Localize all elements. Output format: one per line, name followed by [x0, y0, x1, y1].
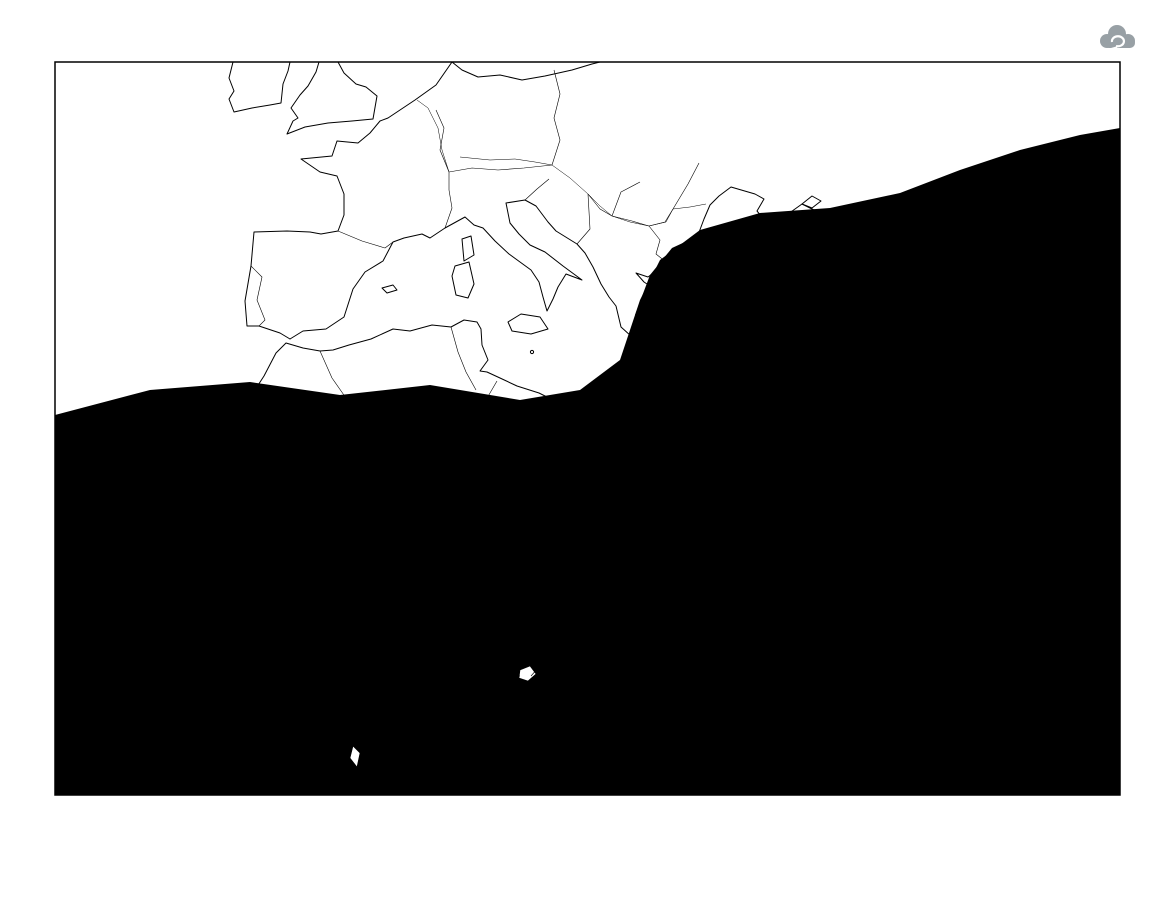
lake-volta [349, 745, 361, 768]
lake-chad [518, 665, 537, 682]
coastline-britain [286, 62, 378, 135]
geopotential-contour [55, 62, 755, 303]
island-corsica [461, 235, 475, 262]
coastline-gulf-of-guinea [279, 772, 435, 795]
coastline-mediterranean-north [289, 186, 865, 340]
dust-region [720, 150, 1120, 455]
island-sicily [507, 313, 549, 335]
dust-region [1000, 152, 1118, 222]
coastline-baltic [451, 62, 601, 81]
coastline-ireland [228, 62, 291, 113]
geopotential-contour [55, 62, 385, 190]
dust-region [415, 713, 439, 737]
geopotential-contour [1002, 62, 1120, 114]
dust-region [845, 350, 872, 542]
island-cyprus [770, 360, 795, 373]
geography [56, 62, 1120, 795]
island-socotra [1009, 683, 1025, 691]
dust-region [849, 360, 867, 386]
coastline-horn-redsea-arabia [752, 422, 1120, 795]
coastline-azov [801, 195, 822, 209]
dust-region [732, 162, 1115, 442]
dust-region [233, 691, 295, 725]
dust-region [445, 613, 497, 651]
dust-region [132, 630, 166, 672]
dust-region [398, 388, 442, 420]
dust-region [845, 428, 1055, 712]
coastline-atlantic-europe [244, 62, 453, 340]
small-islands [56, 290, 708, 650]
cloud-logo-icon [1100, 25, 1135, 52]
geopotential-contour [55, 62, 505, 247]
dust-region [325, 398, 372, 432]
dust-region [530, 620, 544, 654]
coastline-caspian [931, 186, 1015, 331]
dust-region [144, 584, 168, 607]
dust-region [953, 660, 996, 700]
dust-region [582, 622, 647, 667]
dust-region [168, 589, 226, 629]
island-sardinia [451, 261, 475, 299]
island-crete [646, 346, 678, 358]
coastline-levant-north-africa [143, 282, 799, 795]
country-borders [160, 69, 1013, 767]
geopotential-contour [55, 62, 275, 133]
seevccc-logo [1096, 22, 1147, 52]
map-frame [54, 61, 1121, 796]
dust-region [697, 471, 750, 550]
island-mallorca [381, 284, 398, 294]
dust-load-field [55, 128, 1120, 795]
dust-region [568, 427, 730, 570]
rivers [149, 99, 791, 765]
